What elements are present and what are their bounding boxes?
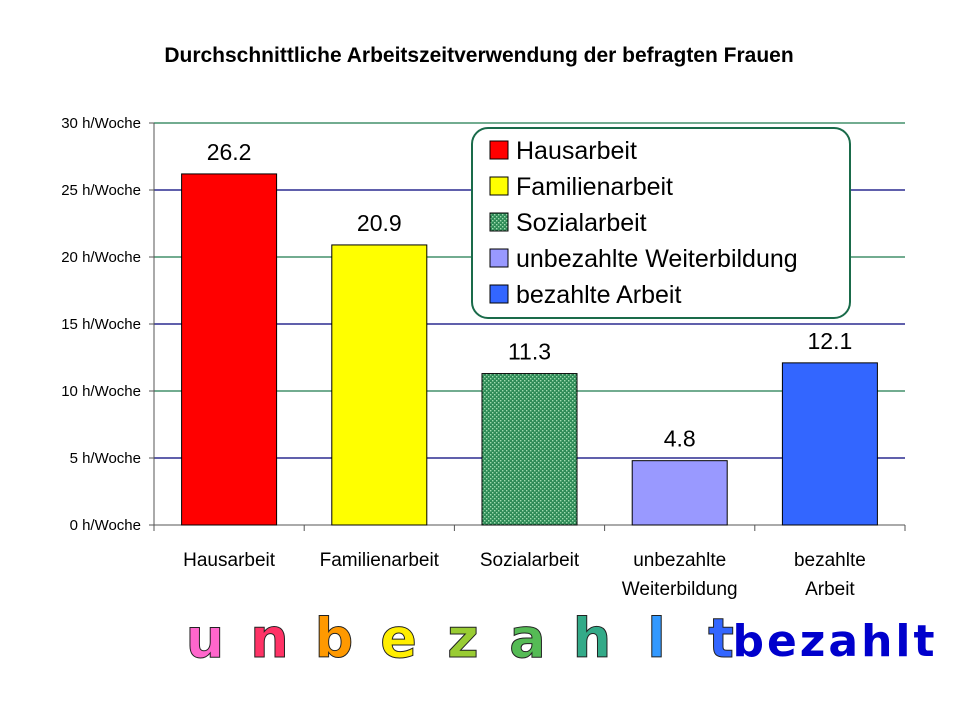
unbezahlt-letter: n xyxy=(250,607,288,670)
y-tick-label: 15 h/Woche xyxy=(61,316,141,333)
legend-swatch xyxy=(489,212,509,232)
bezahlt-annotation: bezahlt xyxy=(732,616,937,667)
y-tick-labels: 0 h/Woche 5 h/Woche 10 h/Woche 15 h/Woche 20… xyxy=(61,115,141,534)
category-label: Hausarbeit xyxy=(183,550,276,571)
value-labels: 26.2 20.9 11.3 4.8 12.1 xyxy=(207,139,853,452)
legend-swatch xyxy=(489,284,509,304)
y-tick-label: 20 h/Woche xyxy=(61,249,141,266)
bar xyxy=(631,460,728,526)
bar xyxy=(181,173,278,526)
legend-swatch xyxy=(489,140,509,160)
category-label: Weiterbildung xyxy=(622,579,738,600)
category-label: Arbeit xyxy=(805,579,855,600)
unbezahlt-letter: z xyxy=(447,607,478,670)
y-tick-label: 5 h/Woche xyxy=(70,450,141,467)
chart-title: Durchschnittliche Arbeitszeitverwendung … xyxy=(164,44,793,67)
value-label: 26.2 xyxy=(207,139,252,165)
bars xyxy=(181,173,878,526)
y-tick-label: 10 h/Woche xyxy=(61,383,141,400)
unbezahlt-letter: u xyxy=(186,607,224,670)
bezahlt-word: bezahlt xyxy=(732,616,937,667)
unbezahlt-letter: a xyxy=(509,607,545,670)
bar xyxy=(481,373,578,526)
legend-swatch xyxy=(489,176,509,196)
category-label: unbezahlte xyxy=(633,550,726,571)
legend-label: bezahlte Arbeit xyxy=(516,281,681,309)
legend-label: Sozialarbeit xyxy=(516,209,647,237)
bar xyxy=(781,362,878,526)
legend-swatch xyxy=(489,248,509,268)
unbezahlt-letter: l xyxy=(647,607,666,670)
y-tick-label: 30 h/Woche xyxy=(61,115,141,132)
legend-label: Familienarbeit xyxy=(516,173,673,201)
unbezahlt-letter: t xyxy=(708,607,734,670)
value-label: 12.1 xyxy=(808,328,853,354)
x-category-labels: Hausarbeit Familienarbeit Sozialarbeit unbe… xyxy=(183,550,866,600)
legend-label: unbezahlte Weiterbildung xyxy=(516,245,798,273)
value-label: 4.8 xyxy=(664,426,696,452)
unbezahlt-letter: b xyxy=(315,607,354,670)
value-label: 11.3 xyxy=(508,339,551,365)
category-label: bezahlte xyxy=(794,550,866,571)
unbezahlt-letter: h xyxy=(573,607,611,670)
y-tick-label: 25 h/Woche xyxy=(61,182,141,199)
value-label: 20.9 xyxy=(357,210,402,236)
y-tick-label: 0 h/Woche xyxy=(70,517,141,534)
category-label: Sozialarbeit xyxy=(480,550,580,571)
unbezahlt-letter: e xyxy=(380,607,417,670)
legend: Hausarbeit Familienarbeit Sozialarbeit unbe… xyxy=(471,127,851,319)
legend-box xyxy=(471,127,851,319)
bar xyxy=(331,244,428,526)
category-label: Familienarbeit xyxy=(320,550,440,571)
legend-label: Hausarbeit xyxy=(516,137,637,165)
